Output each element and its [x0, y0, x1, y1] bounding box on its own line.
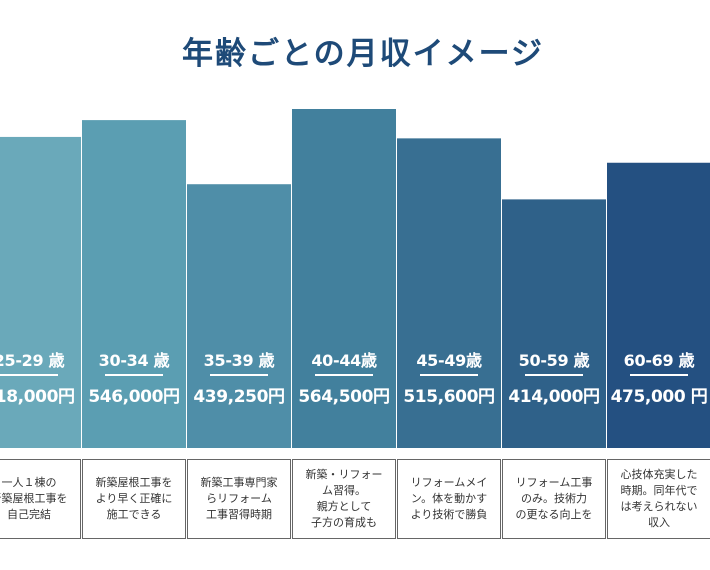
income-value-label: 414,000円 [508, 387, 600, 407]
bar-label-1: 25-29 歳 518,000円 [0, 347, 81, 407]
description-box-3: 新築工事専門家 らリフォーム 工事習得時期 [187, 459, 291, 539]
description-box-7: 心技体充実した 時期。同年代で は考えられない 収入 [607, 459, 710, 539]
bar-label-2: 30-34 歳 546,000円 [82, 347, 186, 407]
age-underline [525, 374, 583, 376]
income-value-label: 518,000円 [0, 387, 75, 407]
age-underline [420, 374, 478, 376]
age-underline [630, 374, 688, 376]
age-range-label: 60-69 歳 [623, 351, 695, 370]
income-value-label: 439,250円 [193, 387, 285, 407]
bar-1 [0, 136, 81, 448]
description-box-6: リフォーム工事 のみ。技術力 の更なる向上を [502, 459, 606, 539]
age-underline [0, 374, 58, 376]
income-value-label: 546,000円 [88, 387, 180, 407]
bar-label-4: 40-44歳 564,500円 [292, 347, 396, 407]
bar-7 [607, 162, 710, 448]
bar-label-7: 60-69 歳 475,000 円 [607, 347, 710, 407]
bar-5 [397, 138, 501, 449]
age-range-label: 40-44歳 [311, 351, 377, 370]
description-box-2: 新築屋根工事を より早く正確に 施工できる [82, 459, 186, 539]
age-range-label: 30-34 歳 [98, 351, 170, 370]
bar-label-3: 35-39 歳 439,250円 [187, 347, 291, 407]
income-value-label: 564,500円 [298, 387, 390, 407]
bar-label-6: 50-59 歳 414,000円 [502, 347, 606, 407]
age-range-label: 50-59 歳 [518, 351, 590, 370]
description-box-5: リフォームメイ ン。体を動かす より技術で勝負 [397, 459, 501, 539]
description-box-4: 新築・リフォー ム習得。 親方として 子方の育成も [292, 459, 396, 539]
age-range-label: 45-49歳 [416, 351, 482, 370]
income-value-label: 515,600円 [403, 387, 495, 407]
bar-6 [502, 199, 606, 448]
chart-title: 年齢ごとの月収イメージ [181, 36, 545, 72]
age-underline [210, 374, 268, 376]
bar-2 [82, 120, 186, 448]
age-underline [105, 374, 163, 376]
age-range-label: 25-29 歳 [0, 351, 65, 370]
bar-label-5: 45-49歳 515,600円 [397, 347, 501, 407]
description-box-1: 一人１棟の 新築屋根工事を 自己完結 [0, 459, 81, 539]
bar-4 [292, 109, 396, 448]
income-value-label: 475,000 円 [610, 387, 708, 407]
age-underline [315, 374, 373, 376]
age-range-label: 35-39 歳 [203, 351, 275, 370]
bar-3 [187, 184, 291, 449]
